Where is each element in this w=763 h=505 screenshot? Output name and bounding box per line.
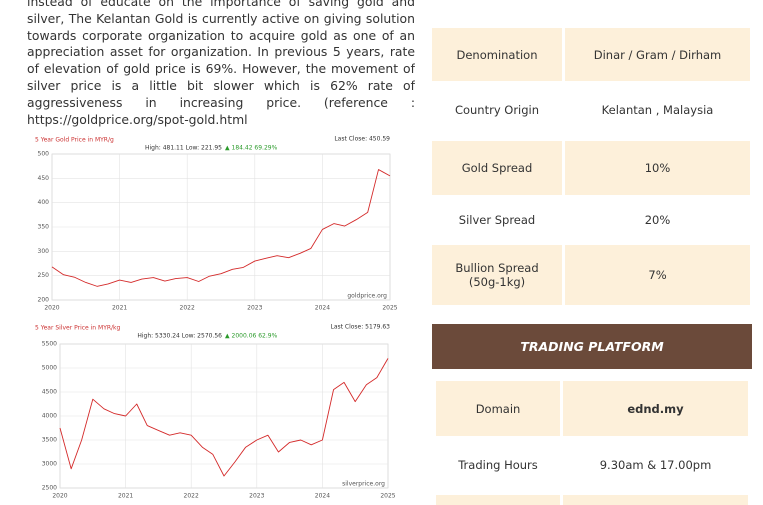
chart: 5 Year Silver Price in MYR/kg High: 5330.… bbox=[35, 324, 396, 500]
text-line: towards corporate organization to acquir… bbox=[27, 27, 415, 43]
x-tick-label: 2025 bbox=[382, 305, 397, 312]
y-tick-label: 500 bbox=[38, 151, 50, 158]
row-value: ednd.my bbox=[563, 381, 748, 436]
chart-change: ▲ 184.42 69.29% bbox=[225, 145, 278, 152]
row-label: Gold Spread bbox=[432, 141, 562, 195]
chart: 5 Year Gold Price in MYR/g High: 481.11 L… bbox=[35, 136, 398, 312]
row-background bbox=[436, 495, 560, 505]
y-tick-label: 450 bbox=[38, 175, 50, 182]
x-tick-label: 2020 bbox=[52, 493, 67, 500]
last-close: Last Close: 450.59 bbox=[334, 136, 390, 143]
y-tick-label: 300 bbox=[38, 248, 50, 255]
y-tick-label: 3000 bbox=[42, 461, 57, 468]
y-tick-label: 350 bbox=[38, 224, 50, 231]
row-value: 10% bbox=[565, 141, 750, 195]
price-line bbox=[51, 169, 391, 287]
y-tick-label: 4500 bbox=[42, 389, 57, 396]
text-line: of elevation of gold price is 69%. Howev… bbox=[27, 61, 415, 77]
section-header: TRADING PLATFORM bbox=[432, 324, 752, 369]
source-label: goldprice.org bbox=[347, 293, 387, 300]
x-tick-label: 2024 bbox=[315, 305, 330, 312]
row-label: Bullion Spread (50g-1kg) bbox=[432, 245, 562, 305]
x-tick-label: 2023 bbox=[247, 305, 262, 312]
text-line: silver, The Kelantan Gold is currently a… bbox=[27, 10, 415, 26]
y-tick-label: 250 bbox=[38, 272, 50, 279]
source-label: silverprice.org bbox=[342, 481, 385, 488]
row-value: 7% bbox=[565, 245, 750, 305]
chart-change: ▲ 2000.06 62.9% bbox=[225, 333, 278, 340]
y-tick-label: 3500 bbox=[42, 437, 57, 444]
x-tick-label: 2022 bbox=[184, 493, 199, 500]
x-tick-label: 2024 bbox=[315, 493, 330, 500]
chart-title: 5 Year Gold Price in MYR/g bbox=[35, 137, 114, 144]
row-value: Dinar / Gram / Dirham bbox=[565, 28, 750, 81]
text-line: silver price is a little bit slower whic… bbox=[27, 77, 415, 93]
text-line: aggressiveness in increasing price. (ref… bbox=[27, 94, 415, 110]
row-value: 9.30am & 17.00pm bbox=[599, 457, 712, 472]
row-label: Denomination bbox=[432, 28, 562, 81]
last-close: Last Close: 5179.63 bbox=[331, 324, 391, 331]
chart-stats: High: 5330.24 Low: 2570.56 bbox=[137, 333, 222, 340]
row-value: 20% bbox=[644, 212, 671, 227]
row-label: Country Origin bbox=[454, 103, 540, 117]
row-label: Domain bbox=[436, 381, 560, 436]
row-label: Trading Hours bbox=[458, 457, 538, 472]
y-tick-label: 2500 bbox=[42, 485, 57, 492]
y-tick-label: 400 bbox=[38, 199, 50, 206]
text-line: appreciation asset for organization. In … bbox=[27, 44, 415, 60]
text-line: instead of educate on the importance of … bbox=[27, 0, 415, 9]
chart-stats: High: 481.11 Low: 221.95 bbox=[145, 145, 222, 152]
x-tick-label: 2021 bbox=[118, 493, 133, 500]
row-background bbox=[563, 495, 748, 505]
y-tick-label: 5000 bbox=[42, 365, 57, 372]
y-tick-label: 5500 bbox=[42, 341, 57, 348]
row-value: Kelantan , Malaysia bbox=[601, 103, 714, 117]
row-label: Silver Spread bbox=[458, 212, 536, 227]
text-line: https://goldprice.org/spot-gold.html bbox=[27, 111, 248, 127]
x-tick-label: 2025 bbox=[380, 493, 395, 500]
y-tick-label: 200 bbox=[38, 297, 50, 304]
chart-title: 5 Year Silver Price in MYR/kg bbox=[35, 325, 121, 332]
x-tick-label: 2021 bbox=[112, 305, 127, 312]
paragraph: instead of educate on the importance of … bbox=[27, 0, 415, 128]
x-tick-label: 2022 bbox=[180, 305, 195, 312]
x-tick-label: 2023 bbox=[249, 493, 264, 500]
price-line bbox=[59, 358, 389, 477]
x-tick-label: 2020 bbox=[44, 305, 59, 312]
y-tick-label: 4000 bbox=[42, 413, 57, 420]
